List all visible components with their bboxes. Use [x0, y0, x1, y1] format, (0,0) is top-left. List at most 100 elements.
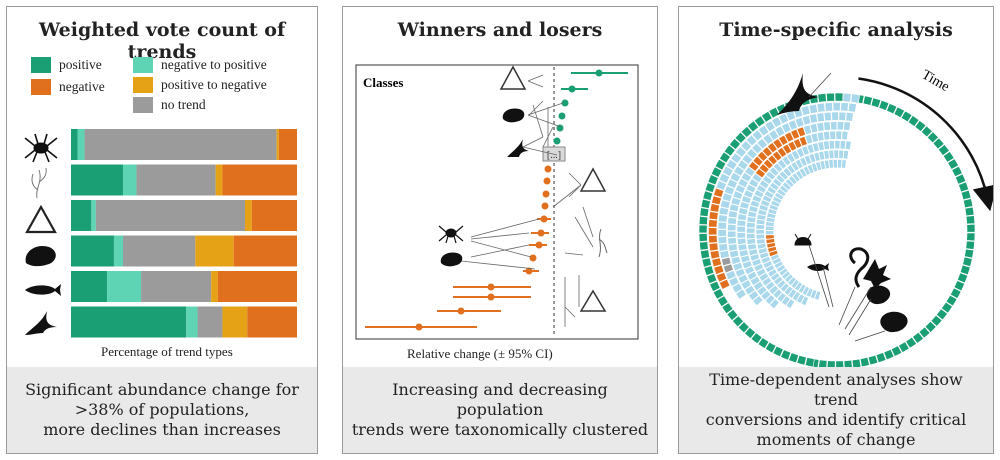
time-cell — [755, 224, 765, 230]
time-cell — [796, 293, 805, 304]
time-cell — [755, 218, 766, 225]
time-cell — [804, 134, 814, 145]
time-cell — [826, 92, 835, 102]
time-cell — [798, 136, 808, 147]
time-cell — [767, 268, 778, 278]
time-cell — [746, 227, 756, 234]
time-cell — [779, 184, 789, 194]
time-cell — [791, 291, 801, 302]
time-cell — [937, 144, 950, 156]
time-cell — [966, 223, 976, 233]
time-cell — [823, 140, 830, 151]
time-cell — [730, 196, 742, 206]
point — [543, 177, 551, 185]
time-cell — [786, 152, 796, 164]
time-cell — [762, 174, 773, 185]
time-cell — [918, 326, 931, 339]
point — [487, 293, 495, 301]
time-cell — [729, 249, 740, 259]
bird-icon — [777, 73, 819, 115]
time-cell — [784, 178, 795, 188]
time-cell — [700, 249, 711, 260]
bars-group — [71, 129, 297, 338]
time-cell — [765, 221, 775, 227]
time-cell — [768, 129, 780, 141]
time-cell — [758, 272, 770, 282]
time-cell — [734, 268, 746, 278]
time-cell — [718, 172, 731, 184]
time-cell — [726, 308, 739, 321]
time-cell — [757, 247, 768, 255]
time-cell — [752, 155, 764, 167]
time-cell — [752, 295, 764, 307]
time-cell — [900, 110, 913, 123]
time-cell — [958, 181, 969, 193]
panel-vote-count: Weighted vote count of trends positive n… — [6, 6, 318, 454]
time-cell — [832, 102, 841, 112]
crab-icon — [24, 133, 58, 163]
time-cell — [739, 201, 750, 210]
time-label: Time — [919, 67, 952, 95]
time-cell — [744, 327, 756, 339]
point — [415, 323, 423, 331]
legend-swatch — [31, 57, 51, 73]
time-cell — [803, 154, 812, 165]
time-cell — [729, 171, 742, 183]
time-cell — [828, 159, 834, 169]
time-cell — [760, 290, 772, 301]
time-cell — [704, 182, 716, 193]
time-cell — [776, 279, 787, 290]
time-cell — [717, 221, 727, 230]
time-cell — [801, 285, 810, 296]
time-cell — [816, 112, 825, 123]
time-cell — [809, 113, 818, 124]
time-cell — [842, 92, 852, 103]
time-cell — [793, 138, 803, 149]
time-cell — [772, 138, 784, 150]
time-cell — [741, 153, 753, 165]
time-cell — [788, 352, 799, 364]
point — [568, 85, 576, 93]
time-cell — [816, 122, 825, 132]
time-cell — [778, 112, 790, 125]
time-cell — [755, 168, 766, 179]
time-cell — [732, 262, 744, 272]
point — [535, 241, 543, 249]
time-cell — [814, 290, 822, 301]
time-cell — [733, 165, 745, 177]
time-cell — [771, 257, 782, 266]
time-cell — [699, 241, 709, 251]
time-cell — [878, 99, 890, 111]
time-cell — [965, 240, 975, 250]
bar-segment-negative-to-positive — [91, 200, 96, 231]
point — [553, 137, 561, 145]
bar-segment-negative — [233, 235, 297, 267]
bird-icon — [25, 311, 57, 335]
time-cell — [832, 159, 838, 169]
time-cell — [718, 214, 728, 223]
point — [544, 165, 552, 173]
legend-swatch — [133, 57, 153, 73]
time-cell — [774, 125, 786, 137]
time-cell — [778, 134, 789, 146]
time-cell — [731, 282, 743, 294]
time-cell — [818, 150, 826, 161]
time-cell — [801, 145, 810, 156]
time-cell — [787, 119, 798, 131]
bar-segment-no-trend — [141, 271, 212, 302]
footer-line: Time-dependent analyses show trend — [709, 370, 963, 409]
time-cell — [728, 243, 738, 252]
time-cell — [737, 243, 748, 252]
bar-segment-no-trend — [197, 306, 223, 338]
point — [542, 190, 550, 198]
time-cell — [716, 295, 729, 307]
time-cell — [843, 121, 851, 131]
time-cell — [737, 178, 749, 188]
legend-label: positive to negative — [161, 77, 267, 92]
time-cell — [838, 111, 847, 121]
time-cell — [710, 166, 723, 178]
time-cell — [769, 166, 780, 177]
legend-swatch — [31, 79, 51, 95]
time-cell — [936, 308, 948, 321]
time-cell — [730, 255, 742, 265]
